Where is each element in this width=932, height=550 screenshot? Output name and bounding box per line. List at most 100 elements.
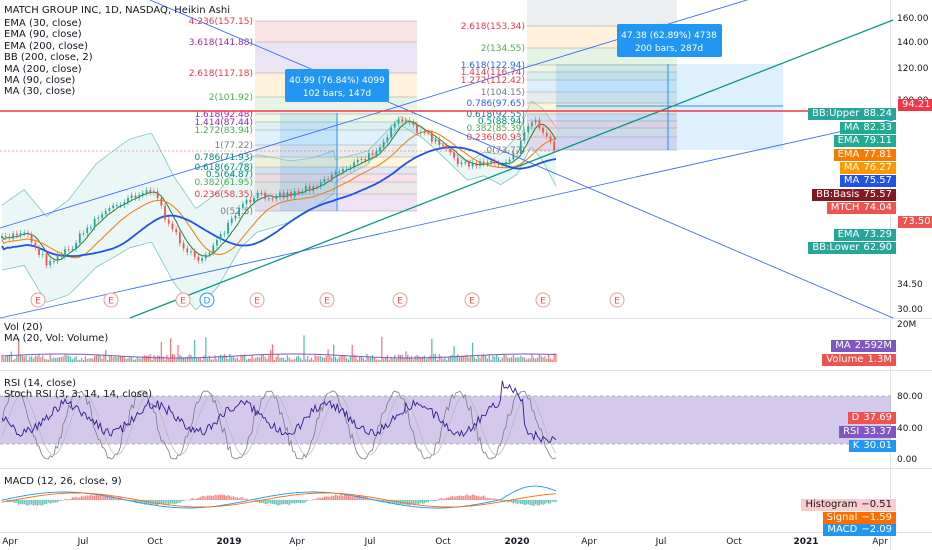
volume-bar xyxy=(168,358,170,362)
volume-bar xyxy=(284,359,287,362)
candle xyxy=(156,191,159,199)
volume-bar xyxy=(420,356,422,362)
macd-histogram-bar xyxy=(508,500,511,503)
legend-rsi[interactable]: RSI (14, close) xyxy=(4,378,77,389)
volume-bar xyxy=(69,356,72,362)
volume-bar xyxy=(288,357,290,362)
x-tick-label: Oct xyxy=(726,537,742,547)
volume-bar xyxy=(303,335,305,362)
y-tick-label: 30.00 xyxy=(897,305,923,315)
volume-bar xyxy=(447,357,450,362)
candle xyxy=(245,199,248,204)
legend-stoch-rsi[interactable]: Stoch RSI (3, 3, 14, 14, close) xyxy=(4,389,152,401)
macd-histogram-bar xyxy=(408,500,411,506)
earnings-marker[interactable]: E xyxy=(392,292,408,308)
main-legend: EMA (30, close) EMA (90, close) EMA (200… xyxy=(4,18,93,98)
volume-bar xyxy=(194,339,196,362)
volume-bar xyxy=(377,359,379,362)
fib-2-label: 0.786(97.65) xyxy=(466,99,525,109)
macd-histogram-bar xyxy=(158,500,161,504)
candle xyxy=(512,152,515,160)
earnings-marker[interactable]: E xyxy=(175,292,191,308)
candle xyxy=(15,233,18,236)
volume-bar xyxy=(436,359,439,362)
fib-1-label: 0.236(58.35) xyxy=(194,190,253,200)
legend-ma30[interactable]: MA (30, close) xyxy=(4,86,76,98)
legend-vol-ma[interactable]: MA (20, Vol: Volume) xyxy=(4,333,109,345)
legend-ma200[interactable]: MA (200, close) xyxy=(4,63,82,75)
legend-ma90[interactable]: MA (90, close) xyxy=(4,74,76,86)
macd-histogram-bar xyxy=(105,494,107,500)
volume-bar xyxy=(79,359,81,362)
legend-ema90[interactable]: EMA (90, close) xyxy=(4,29,82,41)
volume-bar xyxy=(197,358,200,362)
legend-bb[interactable]: BB (200, close, 2) xyxy=(4,52,93,64)
candle xyxy=(312,186,315,191)
volume-bar xyxy=(434,354,437,362)
volume-bar xyxy=(29,356,31,362)
volume-bar xyxy=(68,355,70,362)
macd-histogram-bar xyxy=(423,500,426,504)
candle xyxy=(393,123,396,128)
candle xyxy=(349,167,352,170)
volume-bar xyxy=(423,355,426,362)
legend-vol[interactable]: Vol (20) xyxy=(4,322,43,333)
macd-histogram-bar xyxy=(497,499,500,500)
volume-bar xyxy=(342,354,344,362)
earnings-marker-text: E xyxy=(397,297,403,307)
volume-bar xyxy=(55,358,57,362)
volume-bar xyxy=(496,354,498,362)
macd-histogram-bar xyxy=(547,500,550,504)
fib-zone-1-band xyxy=(255,174,417,182)
price-badge: EMA 73.29 xyxy=(833,229,896,241)
macd-histogram-bar xyxy=(549,500,552,504)
candle xyxy=(423,132,426,134)
volume-bar xyxy=(234,358,237,362)
earnings-marker[interactable]: E xyxy=(249,292,265,308)
earnings-marker[interactable]: E xyxy=(103,292,119,308)
bb-upper-line xyxy=(1,100,557,217)
earnings-marker[interactable]: E xyxy=(535,292,551,308)
legend-ema200[interactable]: EMA (200, close) xyxy=(4,40,88,52)
macd-histogram-bar xyxy=(238,498,240,500)
earnings-marker[interactable]: E xyxy=(609,292,625,308)
macd-histogram-bar xyxy=(27,500,29,506)
volume-bar xyxy=(101,359,103,362)
earnings-marker[interactable]: E xyxy=(30,292,46,308)
macd-histogram-bar xyxy=(438,498,440,500)
legend-macd[interactable]: MACD (12, 26, close, 9) xyxy=(4,476,122,487)
macd-histogram-bar xyxy=(84,496,87,500)
volume-bar xyxy=(492,355,494,362)
macd-histogram-bar xyxy=(529,500,531,505)
earnings-marker[interactable]: E xyxy=(464,292,480,308)
volume-bar xyxy=(227,358,229,362)
ema-30-line xyxy=(1,120,557,261)
macd-histogram-bar xyxy=(193,499,196,500)
volume-bar xyxy=(149,354,151,362)
volume-bar xyxy=(553,353,555,362)
volume-bar xyxy=(414,356,416,362)
volume-bar xyxy=(431,339,433,362)
volume-bar xyxy=(375,359,377,362)
volume-bar xyxy=(257,356,259,362)
macd-legend: MACD (12, 26, close, 9) xyxy=(4,476,122,487)
volume-bar xyxy=(457,354,459,362)
candle xyxy=(412,122,415,125)
macd-histogram-bar xyxy=(86,495,88,500)
earnings-marker[interactable]: E xyxy=(319,292,335,308)
earnings-marker-circle xyxy=(199,292,215,308)
volume-bar xyxy=(164,359,166,362)
legend-ema30[interactable]: EMA (30, close) xyxy=(4,18,82,29)
macd-histogram-bar xyxy=(138,500,140,503)
volume-bar xyxy=(373,357,376,362)
macd-histogram-bar xyxy=(58,500,61,501)
macd-histogram-bar xyxy=(344,494,346,500)
macd-histogram-bar xyxy=(288,500,290,506)
volume-bar xyxy=(245,359,248,362)
earnings-marker[interactable]: D xyxy=(199,292,215,308)
volume-bar xyxy=(207,358,209,362)
candle xyxy=(201,258,204,261)
volume-bar xyxy=(334,356,337,362)
volume-bar xyxy=(56,357,59,362)
